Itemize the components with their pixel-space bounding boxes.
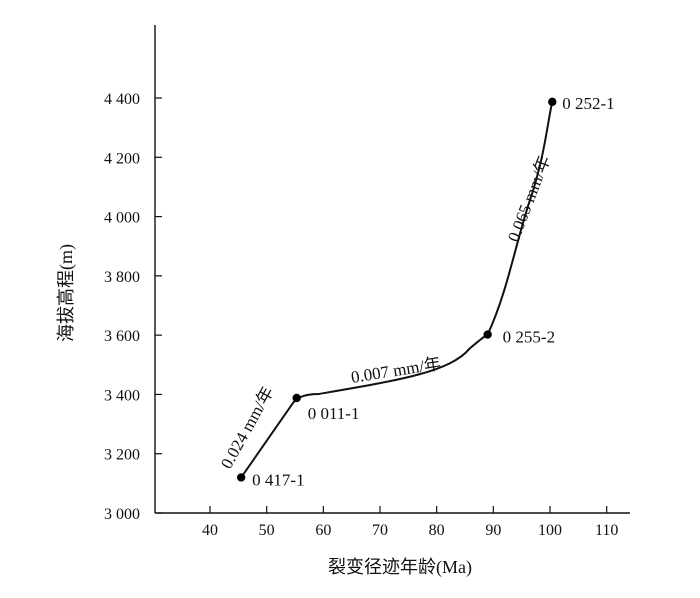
y-tick-label: 3 800 bbox=[104, 269, 140, 286]
data-point bbox=[483, 330, 492, 339]
x-tick-label: 80 bbox=[429, 522, 445, 539]
x-tick-label: 60 bbox=[315, 522, 331, 539]
data-point-label: 0 252-1 bbox=[562, 94, 614, 113]
y-tick-label: 4 200 bbox=[104, 150, 140, 167]
data-point-label: 0 255-2 bbox=[503, 328, 555, 347]
y-tick-label: 3 400 bbox=[104, 387, 140, 404]
data-point bbox=[548, 97, 557, 107]
slope-annotation-middle: 0.007 mm/年 bbox=[350, 354, 443, 387]
data-point-label: 0 011-1 bbox=[308, 404, 360, 423]
x-axis-title: 裂变径迹年龄(Ma) bbox=[328, 557, 472, 578]
y-axis-title: 海拔高程(m) bbox=[56, 244, 77, 342]
y-tick-label: 3 000 bbox=[104, 506, 140, 523]
data-point bbox=[236, 473, 246, 482]
data-curve bbox=[240, 101, 554, 479]
y-ticks: 3 000 3 200 3 400 3 600 3 800 4 000 4 200 4 400 bbox=[104, 91, 162, 523]
y-tick-label: 4 400 bbox=[104, 91, 140, 108]
axes bbox=[154, 25, 630, 514]
x-tick-label: 50 bbox=[259, 522, 275, 539]
x-tick-label: 100 bbox=[538, 522, 562, 539]
y-tick-label: 3 200 bbox=[104, 447, 140, 464]
data-point bbox=[292, 393, 301, 403]
point-labels: 0 417-1 0 011-1 0 255-2 0 252-1 bbox=[252, 94, 615, 490]
x-tick-label: 40 bbox=[202, 522, 218, 539]
y-tick-label: 4 000 bbox=[104, 210, 140, 227]
slope-annotation-lower: 0.024 mm/年 bbox=[217, 383, 278, 472]
data-point-label: 0 417-1 bbox=[252, 470, 304, 489]
x-tick-label: 90 bbox=[485, 522, 501, 539]
x-tick-label: 110 bbox=[595, 522, 618, 539]
y-tick-label: 3 600 bbox=[104, 328, 140, 345]
slope-annotation-upper: 0.065 mm/年 bbox=[504, 153, 554, 244]
x-tick-label: 70 bbox=[372, 522, 388, 539]
data-markers bbox=[236, 97, 557, 482]
x-ticks: 40 50 60 70 80 90 100 110 bbox=[202, 506, 618, 539]
